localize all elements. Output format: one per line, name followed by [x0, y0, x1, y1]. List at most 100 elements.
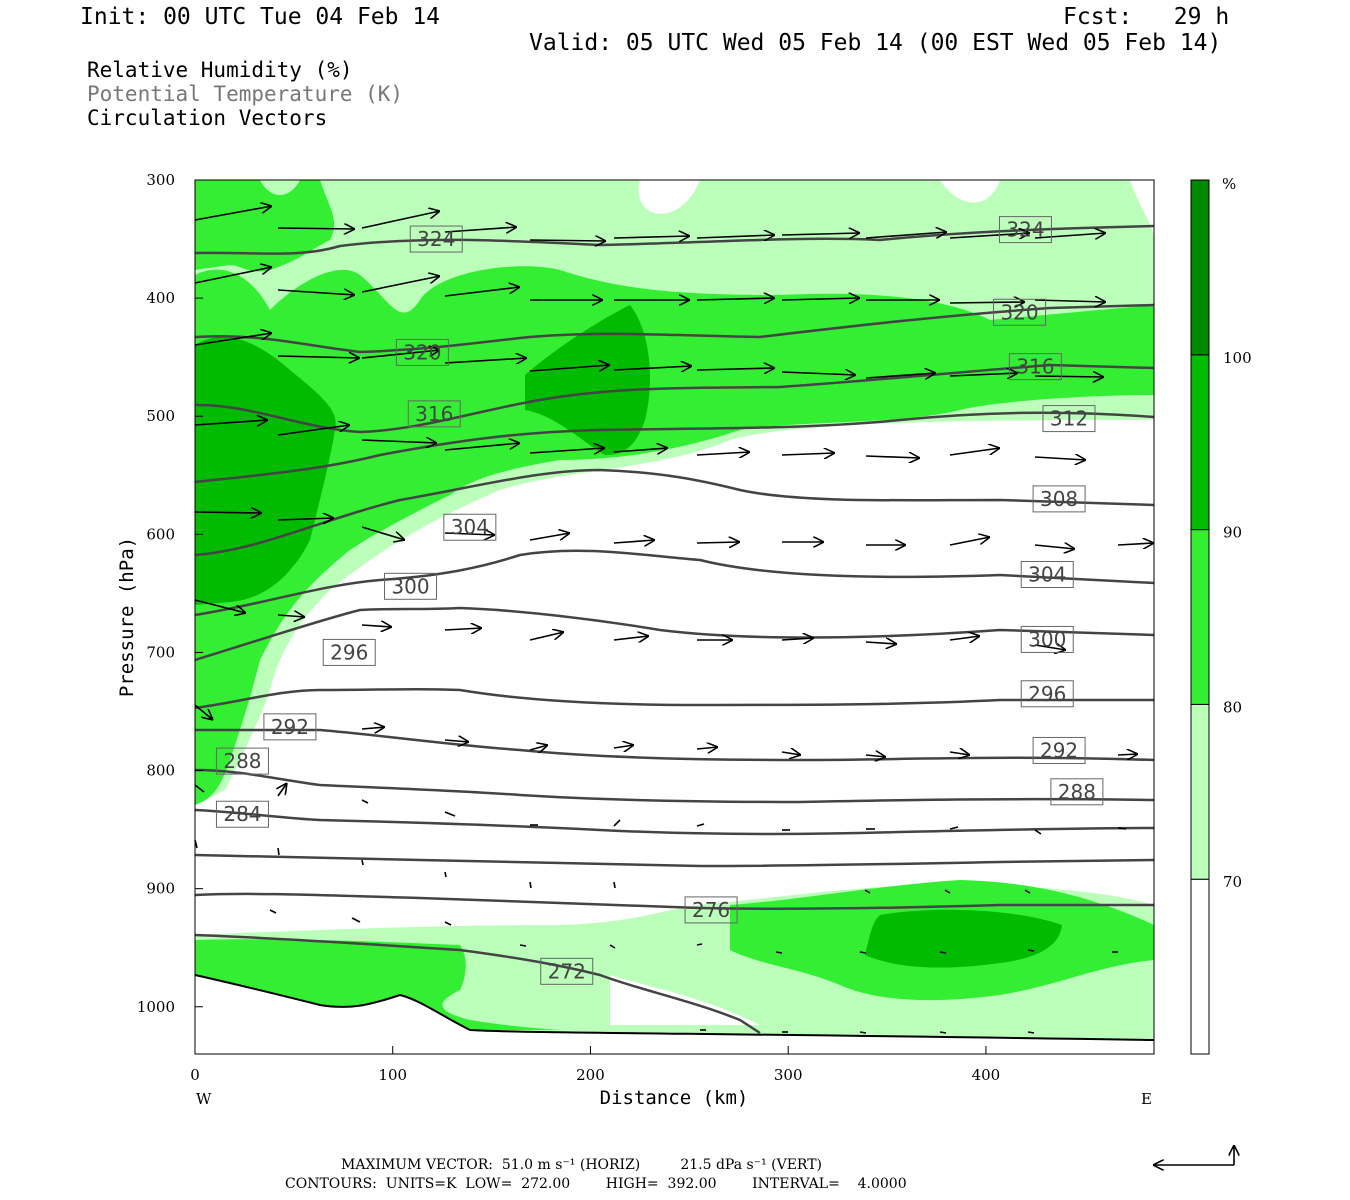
- contour-label: 312: [1050, 407, 1088, 431]
- contour-label: 320: [403, 340, 441, 364]
- x-axis: 0 100 200 300 400: [190, 1046, 1000, 1084]
- vector: [949, 448, 1000, 456]
- contour-label-box: [1020, 680, 1074, 708]
- forecast-hour: Fcst: 29 h: [1063, 4, 1230, 30]
- vector: [529, 632, 564, 641]
- vector: [444, 871, 447, 878]
- y-tick-label: 300: [146, 171, 175, 189]
- vector: [609, 944, 616, 949]
- contour-label: 304: [451, 515, 489, 539]
- vector: [529, 240, 606, 241]
- vector: [1034, 829, 1042, 835]
- x-tick-label: 100: [378, 1066, 407, 1084]
- vector: [949, 826, 959, 830]
- y-tick-label: 500: [146, 407, 175, 425]
- vector: [361, 440, 437, 443]
- vector: [865, 755, 886, 757]
- contour-label-box: [993, 298, 1047, 326]
- reference-vector: [1153, 1145, 1234, 1165]
- vector: [194, 599, 246, 613]
- vector: [194, 206, 272, 221]
- humidity-fill: [195, 180, 1154, 1054]
- x-tick-label: 200: [576, 1066, 605, 1084]
- contour-label: 292: [271, 715, 309, 739]
- contour-label: 300: [391, 574, 429, 598]
- y-tick-label: 800: [146, 762, 175, 780]
- vector: [949, 373, 1018, 376]
- east-label: E: [1141, 1090, 1152, 1108]
- vector: [277, 425, 350, 436]
- vector: [444, 358, 527, 363]
- vector: [194, 333, 272, 346]
- contour-label-box: [1032, 485, 1086, 513]
- vector: [194, 704, 213, 720]
- contour-label-box: [1020, 560, 1074, 588]
- vector: [277, 290, 355, 295]
- vector: [696, 747, 718, 749]
- vector: [278, 783, 287, 797]
- x-tick-label: 300: [774, 1066, 803, 1084]
- contour-label: 324: [417, 227, 455, 251]
- vector: [613, 540, 655, 543]
- vector: [781, 233, 860, 235]
- vector: [277, 615, 305, 617]
- contour-label-box: [409, 225, 463, 253]
- colorbar-swatch: [1190, 179, 1210, 356]
- vector: [194, 784, 205, 793]
- contour-label: 272: [548, 959, 586, 983]
- vector: [194, 267, 272, 284]
- y-tick-label: 700: [146, 643, 175, 661]
- contour-label-box: [215, 800, 269, 828]
- contour-label: 288: [223, 749, 261, 773]
- vector: [696, 298, 775, 300]
- vector: [865, 642, 897, 644]
- vector: [939, 951, 947, 954]
- contour-label: 276: [692, 898, 730, 922]
- contour-label: 300: [1028, 627, 1066, 651]
- vector: [444, 921, 452, 926]
- vector: [1117, 543, 1154, 545]
- vector: [1034, 233, 1106, 238]
- vector: [194, 512, 262, 513]
- contour-label: 320: [1000, 300, 1038, 324]
- colorbar-label: 90: [1223, 524, 1242, 542]
- vector: [444, 227, 517, 232]
- vector: [613, 366, 692, 370]
- vector: [361, 350, 440, 359]
- vector: [696, 235, 775, 238]
- contour-label-box: [1020, 625, 1074, 653]
- vector: [1024, 889, 1031, 894]
- vector: [361, 276, 440, 293]
- vector: [1034, 457, 1086, 460]
- vector: [1034, 645, 1066, 650]
- contour-label-box: [215, 747, 269, 775]
- vector: [361, 859, 364, 866]
- terrain-mask: [195, 975, 1154, 1054]
- colorbar-label: 80: [1223, 698, 1242, 716]
- colorbar-label: 100: [1223, 349, 1252, 367]
- x-tick-label: 0: [190, 1066, 200, 1084]
- vector: [865, 232, 947, 239]
- contour-label: 316: [415, 402, 453, 426]
- vector: [781, 372, 856, 375]
- theta-contour: [195, 224, 1154, 255]
- vector: [1027, 1031, 1035, 1034]
- vector: [864, 889, 871, 894]
- theta-contour: [195, 687, 1154, 710]
- contour-label-box: [407, 400, 461, 428]
- vector: [859, 951, 867, 954]
- vector: [949, 302, 1025, 303]
- contour-label: 284: [223, 802, 261, 826]
- vector: [444, 443, 520, 451]
- contour-label: 296: [330, 640, 368, 664]
- vector: [519, 944, 527, 947]
- vector: [1034, 376, 1104, 377]
- contour-label: 316: [1016, 355, 1054, 379]
- legend-rh: Relative Humidity (%): [87, 58, 353, 82]
- contour-label-box: [322, 638, 376, 666]
- contour-label-box: [395, 338, 449, 366]
- theta-contour: [195, 303, 1154, 354]
- vector: [529, 365, 610, 372]
- vector: [444, 811, 456, 817]
